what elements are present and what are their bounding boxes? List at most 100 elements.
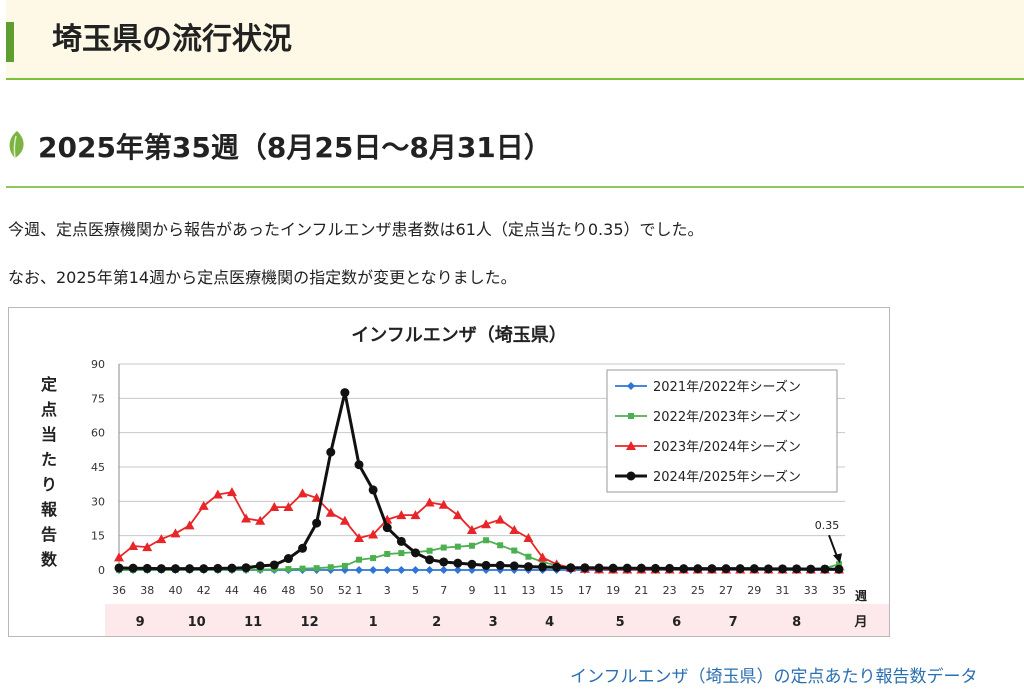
data-point (241, 513, 252, 523)
month-label: 12 (301, 615, 319, 630)
legend-label: 2021年/2022年シーズン (653, 379, 801, 395)
data-point (170, 564, 180, 574)
y-axis-label-char: 当 (41, 425, 57, 444)
data-point (185, 564, 195, 574)
x-tick-label: 15 (550, 584, 564, 597)
data-point (439, 566, 448, 574)
influenza-chart: インフルエンザ（埼玉県） 定点当たり報告数 0 15 30 45 60 75 90 36 38… (8, 307, 890, 637)
data-point (410, 510, 421, 520)
data-point (269, 502, 280, 512)
month-label: 3 (489, 615, 498, 630)
legend-item: 2021年/2022年シーズン (615, 379, 801, 395)
data-point (384, 550, 391, 557)
data-point (440, 544, 447, 551)
x-tick-label: 31 (776, 584, 790, 597)
x-tick-label: 48 (281, 584, 295, 597)
data-point (356, 556, 362, 563)
legend-item: 2022年/2023年シーズン (615, 409, 801, 425)
month-label: 5 (616, 615, 625, 630)
y-tick-label: 90 (91, 358, 105, 371)
data-point (453, 558, 463, 568)
data-point (114, 552, 124, 562)
x-tick-label: 44 (225, 584, 239, 597)
x-tick-label: 36 (112, 584, 126, 597)
data-point (341, 562, 348, 569)
data-point (608, 563, 618, 573)
data-point (453, 566, 462, 574)
data-point (311, 492, 322, 502)
data-point (397, 566, 406, 574)
data-point (439, 557, 449, 567)
data-point (255, 561, 265, 571)
data-point (325, 507, 336, 517)
data-point (452, 510, 463, 520)
month-label: 2 (432, 615, 441, 630)
x-tick-label: 40 (168, 584, 182, 597)
data-point (142, 542, 153, 552)
legend-item: 2023年/2024年シーズン (615, 439, 801, 455)
month-band: 9 10 11 12 1 2 3 4 5 6 7 8 月 (105, 604, 889, 636)
data-point (269, 560, 279, 570)
x-tick-label: 27 (719, 584, 733, 597)
data-point (836, 561, 842, 568)
leaf-icon (9, 131, 24, 159)
data-point (511, 547, 518, 554)
x-tick-label: 23 (663, 584, 677, 597)
data-point (483, 537, 490, 544)
y-axis: 0 15 30 45 60 75 90 (91, 358, 105, 577)
data-point (425, 555, 435, 565)
data-point (398, 550, 405, 557)
data-point (285, 566, 292, 573)
x-tick-label: 52 (338, 584, 352, 597)
y-axis-label-char: た (41, 450, 57, 469)
data-point (454, 543, 461, 550)
y-axis-label-char: 定 (40, 375, 57, 394)
series-layer (114, 388, 844, 574)
data-point (128, 563, 138, 573)
data-point (679, 564, 689, 574)
data-point (424, 497, 435, 507)
series-3 (114, 487, 844, 574)
x-tick-label: 50 (310, 584, 324, 597)
data-point (410, 548, 420, 558)
x-tick-label: 46 (253, 584, 267, 597)
section-heading: 2025年第35週（8月25日〜8月31日） (6, 118, 1024, 188)
data-point (468, 542, 475, 549)
data-link[interactable]: インフルエンザ（埼玉県）の定点あたり報告数データ (570, 667, 978, 687)
header-accent-bar (6, 22, 14, 62)
month-label: 9 (136, 615, 145, 630)
data-point (156, 564, 166, 574)
summary-paragraph: 今週、定点医療機関から報告があったインフルエンザ患者数は61人（定点当たり0.3… (8, 220, 704, 239)
data-point (340, 388, 350, 398)
data-point (396, 536, 406, 546)
month-label: 10 (188, 615, 206, 630)
y-tick-label: 15 (91, 530, 105, 543)
data-point (199, 564, 209, 574)
x-tick-label: 21 (634, 584, 648, 597)
data-point (466, 524, 477, 534)
month-label: 6 (672, 615, 681, 630)
data-point (156, 534, 167, 544)
data-point (312, 518, 322, 528)
annotation-label: 0.35 (815, 519, 840, 532)
data-point (128, 540, 139, 550)
data-point (523, 532, 534, 542)
data-point (355, 566, 363, 574)
data-point (368, 529, 379, 539)
data-point (354, 460, 364, 470)
data-point (538, 562, 548, 572)
x-tick-label: 33 (804, 584, 818, 597)
data-point (552, 562, 562, 572)
month-label: 1 (369, 615, 378, 630)
data-point (184, 520, 195, 530)
data-point (297, 488, 308, 498)
y-tick-label: 60 (91, 427, 105, 440)
x-axis-label: 週 (855, 588, 867, 603)
data-point (525, 553, 532, 560)
legend-label: 2022年/2023年シーズン (653, 409, 801, 425)
data-point (438, 499, 449, 509)
data-point (627, 382, 635, 390)
x-tick-label: 13 (521, 584, 535, 597)
data-point (382, 523, 392, 533)
